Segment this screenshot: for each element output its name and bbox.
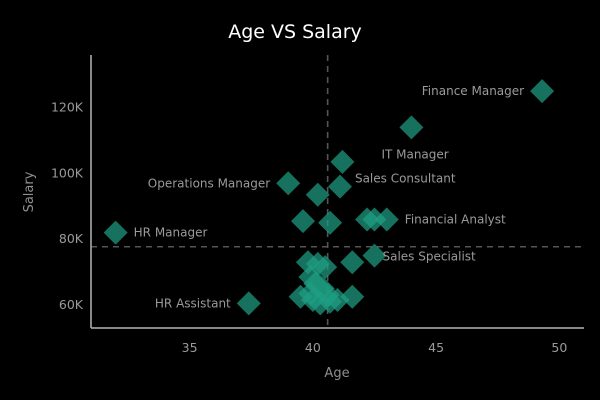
scatter-point [103, 220, 128, 245]
scatter-point [290, 209, 315, 234]
scatter-point [298, 281, 323, 306]
scatter-point [315, 283, 340, 308]
scatter-point [399, 115, 424, 140]
scatter-point [305, 182, 330, 207]
point-label: Operations Manager [148, 176, 270, 190]
point-label: Finance Manager [422, 84, 524, 98]
y-tick-label: 60K [59, 297, 84, 312]
scatter-point [276, 171, 301, 196]
y-tick-label: 80K [59, 231, 84, 246]
scatter-point [327, 174, 352, 199]
scatter-point [340, 250, 365, 275]
scatter-point [362, 243, 387, 268]
scatter-point [236, 291, 261, 316]
scatter-point [313, 255, 338, 280]
x-tick-label: 35 [182, 340, 198, 355]
x-tick-label: 40 [305, 340, 321, 355]
point-label: HR Manager [134, 226, 208, 240]
scatter-point [318, 210, 343, 235]
scatter-point [340, 284, 365, 309]
point-label: IT Manager [381, 147, 448, 161]
y-tick-label: 120K [51, 100, 84, 115]
y-axis-label: Salary [22, 171, 37, 212]
point-label: Financial Analyst [405, 212, 506, 226]
chart-title: Age VS Salary [228, 21, 362, 43]
y-tick-label: 100K [51, 165, 84, 180]
point-label: Sales Consultant [355, 172, 456, 186]
scatter-point [362, 207, 387, 232]
x-tick-label: 50 [551, 340, 567, 355]
point-label: HR Assistant [155, 296, 231, 310]
scatter-point [530, 79, 555, 104]
x-tick-label: 45 [428, 340, 444, 355]
scatter-point [330, 149, 355, 174]
point-label: Sales Specialist [382, 250, 476, 264]
x-axis-label: Age [324, 366, 349, 381]
scatter-point [374, 207, 399, 232]
